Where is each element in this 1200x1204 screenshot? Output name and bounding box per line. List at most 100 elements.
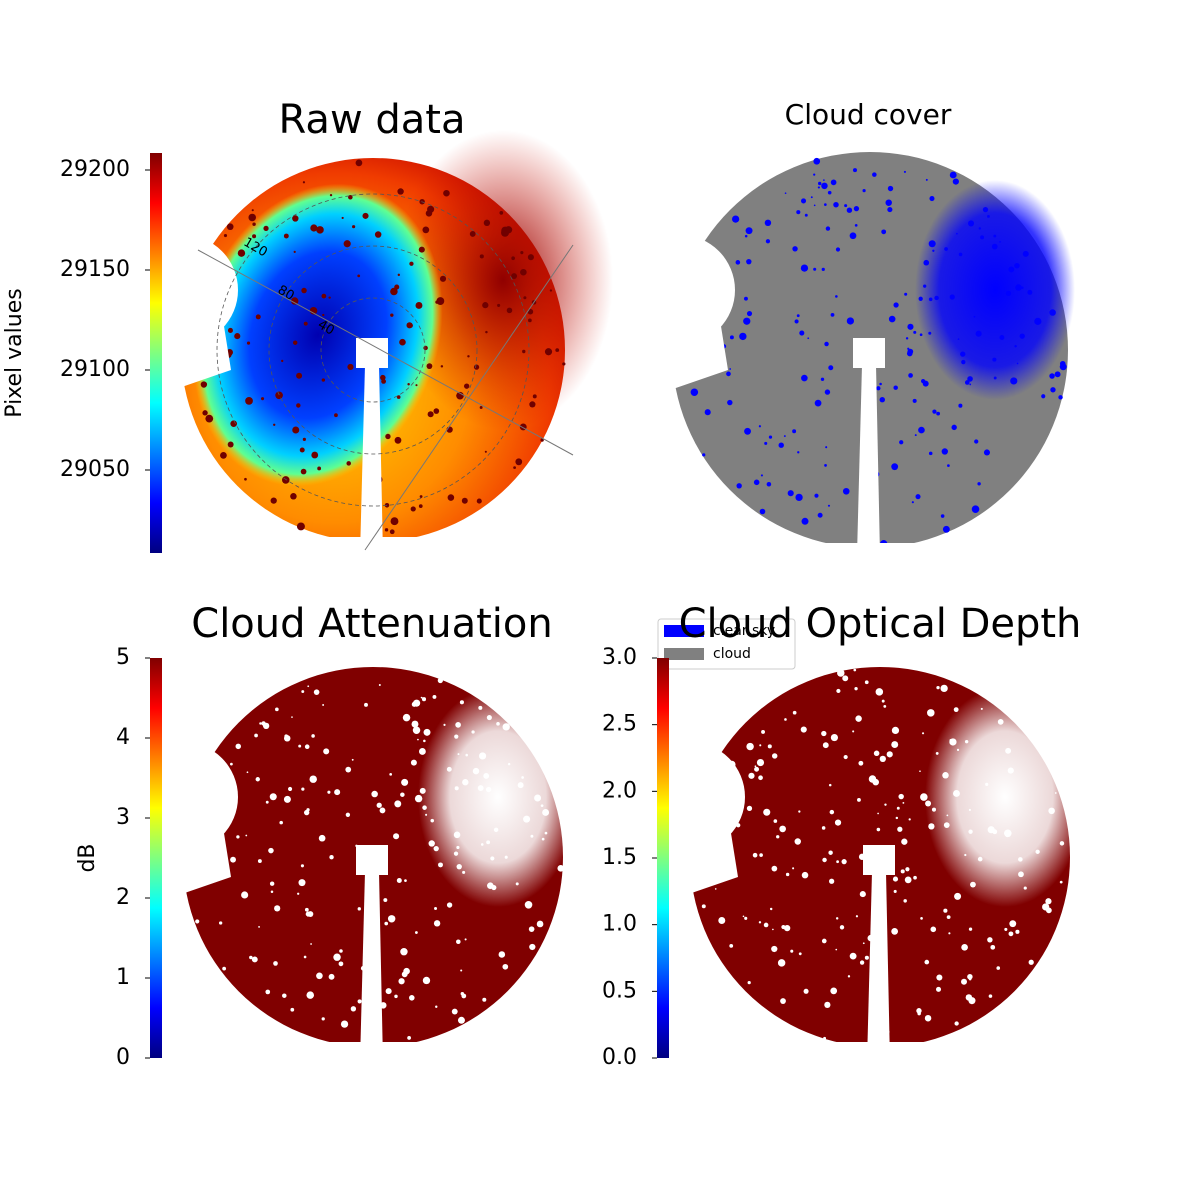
clear-spot	[824, 341, 829, 347]
clear-spot	[746, 310, 753, 317]
clear-spot	[306, 808, 310, 812]
clear-spot	[265, 989, 271, 995]
clear-spot	[948, 932, 951, 935]
mask	[178, 1042, 568, 1062]
clear-spot	[931, 807, 937, 812]
clear-spot	[949, 171, 957, 179]
clear-spot	[977, 856, 983, 862]
clear-spot	[907, 323, 914, 330]
clear-spot	[932, 249, 935, 252]
clear-spot	[936, 411, 941, 416]
clear-spot	[430, 818, 435, 823]
star	[433, 408, 440, 414]
star	[418, 246, 425, 253]
clear-spot	[921, 732, 925, 735]
colorbar-tick-label: 29150	[60, 257, 130, 282]
clear-spot	[1018, 871, 1024, 878]
clear-spot	[784, 192, 787, 194]
clear-spot	[410, 759, 417, 766]
clear-spot	[804, 213, 808, 217]
clear-spot	[982, 206, 989, 213]
clear-spot	[872, 172, 877, 177]
star	[511, 273, 518, 279]
clear-spot	[992, 357, 997, 362]
clear-spot	[798, 810, 801, 813]
clear-spot	[864, 680, 869, 685]
clear-spot	[433, 845, 439, 852]
clear-spot	[255, 777, 260, 782]
clear-spot	[557, 864, 565, 872]
mask	[356, 338, 388, 368]
star	[293, 340, 298, 345]
star	[263, 225, 269, 232]
clear-spot	[778, 442, 784, 448]
clear-spot	[457, 753, 460, 756]
clear-spot	[279, 820, 283, 825]
clear-spot	[852, 168, 857, 173]
clear-spot	[920, 917, 923, 920]
star	[479, 405, 483, 409]
clear-spot	[911, 501, 914, 504]
star	[296, 372, 303, 379]
clear-spot	[968, 808, 971, 812]
clear-spot	[273, 961, 278, 966]
clear-spot	[423, 728, 431, 736]
panel-title: Cloud cover	[785, 98, 952, 131]
clear-spot	[746, 258, 752, 265]
colorbar-tick-label: 2.5	[602, 712, 637, 737]
clear-spot	[1016, 362, 1019, 365]
colorbar-tick-label: 4	[116, 725, 130, 750]
clear-spot	[544, 831, 548, 835]
clear-spot	[964, 853, 967, 857]
mask	[356, 845, 388, 875]
clear-spot	[868, 775, 877, 783]
star	[483, 219, 491, 227]
clear-spot	[379, 807, 386, 814]
clear-spot	[918, 296, 923, 301]
clear-spot	[446, 902, 453, 908]
clear-spot	[400, 792, 405, 797]
star	[302, 181, 306, 184]
star	[226, 223, 234, 231]
clear-spot	[752, 852, 758, 858]
clear-spot	[928, 240, 936, 248]
star	[303, 321, 308, 326]
clear-spot	[536, 920, 544, 928]
clear-spot	[284, 734, 289, 739]
clear-spot	[298, 879, 306, 887]
mask	[360, 872, 383, 1062]
clear-spot	[763, 922, 769, 928]
clear-spot	[417, 738, 419, 741]
clear-spot	[753, 479, 760, 486]
clear-spot	[771, 945, 778, 953]
clear-spot	[908, 373, 913, 378]
clear-spot	[729, 368, 732, 370]
star	[281, 476, 290, 484]
clear-spot	[1059, 880, 1063, 884]
clear-spot	[283, 795, 291, 803]
clear-spot	[834, 819, 842, 826]
star	[290, 492, 297, 500]
clear-spot	[414, 931, 418, 934]
star	[479, 254, 484, 259]
colorbar	[150, 658, 162, 1058]
clear-spot	[887, 185, 894, 192]
clear-spot	[334, 789, 341, 796]
star	[540, 438, 544, 442]
star	[355, 159, 363, 167]
clear-spot	[822, 742, 829, 749]
clear-spot	[739, 332, 747, 341]
clear-spot	[714, 888, 717, 890]
star	[260, 397, 265, 401]
clear-spot	[821, 267, 825, 272]
mask	[857, 365, 880, 555]
colorbar-tick-label: 0.5	[602, 978, 637, 1003]
clear-spot	[502, 723, 510, 731]
clear-spot	[859, 960, 865, 965]
star	[522, 349, 526, 354]
clear-spot	[1054, 792, 1057, 794]
clear-spot	[393, 833, 400, 840]
clear-spot	[974, 439, 979, 444]
clear-spot	[1049, 373, 1055, 379]
